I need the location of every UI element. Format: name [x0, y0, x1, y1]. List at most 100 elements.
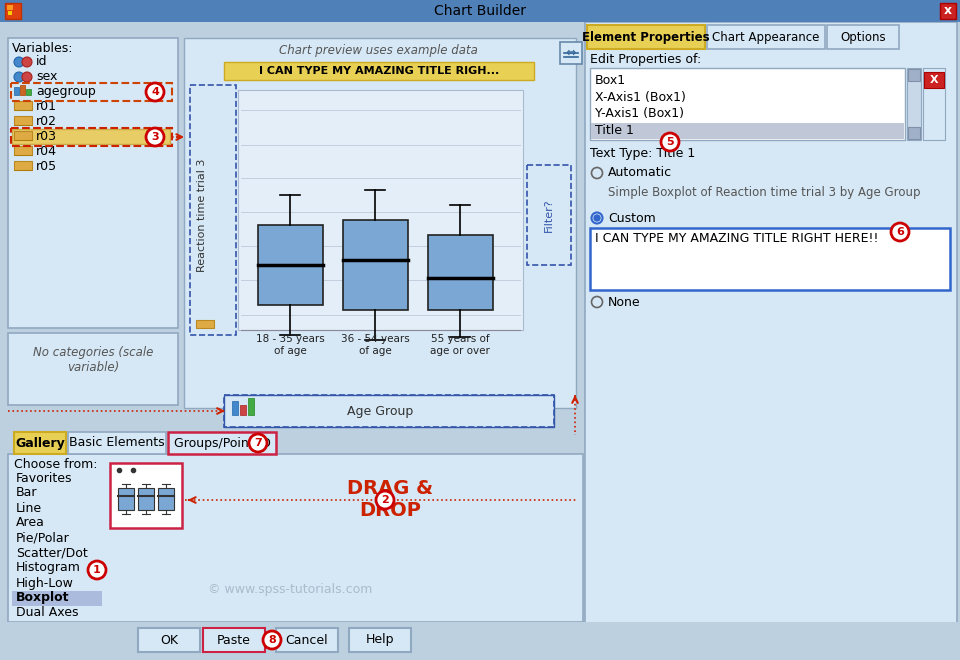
Bar	[158, 488, 174, 510]
Bar	[257, 225, 323, 305]
Text: r04: r04	[36, 145, 57, 158]
Circle shape	[591, 168, 603, 178]
Bar	[907, 68, 921, 140]
Bar	[232, 401, 238, 415]
Bar	[14, 131, 32, 140]
Text: r05: r05	[36, 160, 58, 173]
Text: ⇔: ⇔	[565, 46, 576, 59]
Bar	[14, 146, 32, 155]
Text: Boxplot: Boxplot	[16, 591, 69, 605]
Bar	[11, 128, 172, 146]
Bar	[707, 25, 825, 49]
Text: Groups/Point ID: Groups/Point ID	[174, 436, 271, 449]
Bar	[827, 25, 899, 49]
Bar	[343, 220, 407, 310]
Text: Area: Area	[16, 517, 45, 529]
Bar	[224, 62, 534, 80]
Text: 36 - 54 years
of age: 36 - 54 years of age	[341, 334, 409, 356]
Text: r01: r01	[36, 100, 57, 113]
Bar	[8, 11, 12, 15]
Bar	[908, 127, 920, 139]
Circle shape	[146, 83, 164, 101]
Bar	[138, 628, 200, 652]
Bar	[587, 25, 705, 49]
Bar	[248, 398, 254, 415]
Bar	[238, 90, 523, 330]
Text: 1: 1	[93, 565, 101, 575]
Circle shape	[376, 491, 394, 509]
Circle shape	[661, 133, 679, 151]
Text: 8: 8	[268, 635, 276, 645]
Text: 2: 2	[381, 495, 389, 505]
Bar	[138, 488, 154, 510]
Bar	[8, 432, 583, 454]
Circle shape	[14, 57, 24, 67]
Text: Custom: Custom	[608, 211, 656, 224]
Circle shape	[22, 57, 32, 67]
Bar	[276, 628, 338, 652]
Bar	[168, 432, 276, 454]
Text: Variables:: Variables:	[12, 42, 74, 55]
Bar	[12, 591, 102, 606]
Bar	[203, 628, 265, 652]
Text: Age Group: Age Group	[347, 405, 413, 418]
Circle shape	[14, 72, 24, 82]
Text: Pie/Polar: Pie/Polar	[16, 531, 70, 544]
Bar	[0, 622, 960, 660]
Bar	[14, 161, 32, 170]
Text: 18 - 35 years
of age: 18 - 35 years of age	[255, 334, 324, 356]
Text: r03: r03	[36, 130, 57, 143]
Text: DRAG &
DROP: DRAG & DROP	[347, 480, 433, 521]
Text: Basic Elements: Basic Elements	[69, 436, 165, 449]
Text: Cancel: Cancel	[286, 634, 328, 647]
Bar	[349, 628, 411, 652]
Text: © www.spss-tutorials.com: © www.spss-tutorials.com	[207, 583, 372, 597]
Text: Element Properties: Element Properties	[582, 30, 709, 44]
Text: 7: 7	[254, 438, 262, 448]
Text: X-Axis1 (Box1): X-Axis1 (Box1)	[595, 90, 685, 104]
Text: 4: 4	[151, 87, 159, 97]
Circle shape	[249, 434, 267, 452]
Bar	[5, 3, 21, 19]
Bar	[591, 123, 904, 139]
Text: Reaction time trial 3: Reaction time trial 3	[197, 158, 207, 272]
Bar	[224, 395, 554, 427]
Bar	[14, 432, 66, 454]
Text: Paste: Paste	[217, 634, 251, 647]
Bar	[26, 89, 31, 95]
Bar	[8, 454, 583, 622]
Text: Choose from:: Choose from:	[14, 458, 98, 471]
Bar	[590, 68, 905, 140]
Bar	[14, 101, 32, 110]
Text: No categories (scale
variable): No categories (scale variable)	[33, 346, 154, 374]
Text: Options: Options	[840, 30, 886, 44]
Text: High-Low: High-Low	[16, 576, 74, 589]
Text: Help: Help	[366, 634, 395, 647]
Text: Favorites: Favorites	[16, 471, 73, 484]
Text: Chart preview uses example data: Chart preview uses example data	[278, 44, 477, 57]
Bar	[184, 38, 576, 408]
Text: agegroup: agegroup	[36, 85, 96, 98]
Text: id: id	[36, 55, 47, 68]
Bar	[190, 85, 236, 335]
Bar	[68, 432, 166, 454]
Text: Dual Axes: Dual Axes	[16, 607, 79, 620]
Bar	[8, 38, 178, 328]
Text: x: x	[944, 5, 952, 18]
Bar	[585, 22, 957, 636]
Bar	[118, 488, 134, 510]
Circle shape	[891, 223, 909, 241]
Text: Chart Builder: Chart Builder	[434, 4, 526, 18]
Bar	[11, 83, 172, 101]
Bar	[14, 87, 19, 95]
Bar	[8, 333, 178, 405]
Bar	[940, 3, 956, 19]
Circle shape	[591, 213, 603, 224]
Circle shape	[594, 215, 600, 221]
Text: X: X	[929, 75, 938, 85]
Circle shape	[22, 72, 32, 82]
Circle shape	[263, 631, 281, 649]
Bar	[590, 228, 950, 290]
Bar	[923, 68, 945, 140]
Text: Line: Line	[16, 502, 42, 515]
